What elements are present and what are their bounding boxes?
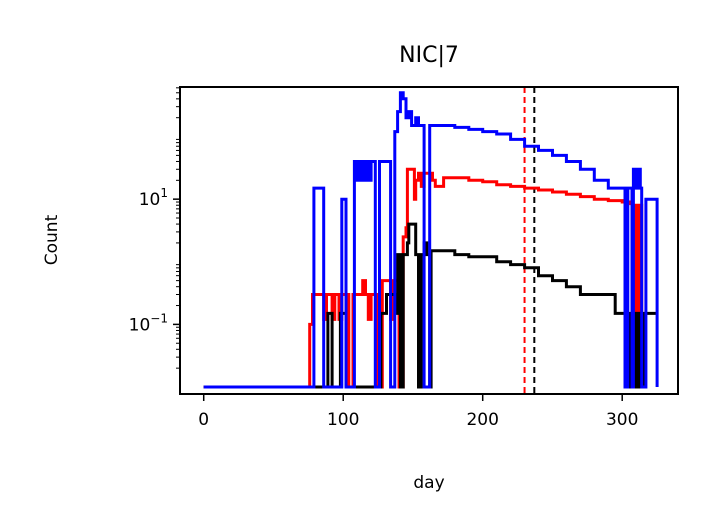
x-tick-label: 300 [606,410,638,430]
x-tick-label: 100 [327,410,359,430]
plot-frame [179,86,679,395]
chart-title: NIC|7 [399,43,459,68]
x-axis-label: day [413,473,444,493]
x-axis: 0 100 200 300 [198,394,638,430]
reference-lines [523,87,536,394]
x-tick-label: 0 [198,410,209,430]
y-tick-label: 10−1 [129,311,168,335]
series-line-1 [203,167,646,389]
y-tick-label: 101 [139,186,168,210]
y-axis: 10−1 101 [129,87,180,369]
series-line-3 [203,91,659,389]
series-layer [203,91,659,389]
y-axis-label: Count [42,214,62,265]
x-tick-label: 200 [466,410,498,430]
